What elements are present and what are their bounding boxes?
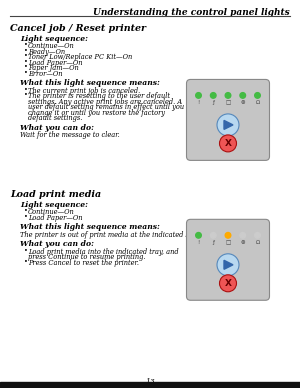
Circle shape bbox=[220, 275, 236, 292]
Text: !: ! bbox=[197, 100, 200, 105]
Text: 13: 13 bbox=[145, 378, 155, 386]
Text: Ω: Ω bbox=[255, 240, 260, 245]
Circle shape bbox=[240, 93, 246, 98]
Bar bbox=[0, 382, 300, 388]
Circle shape bbox=[196, 93, 201, 98]
Circle shape bbox=[240, 232, 246, 238]
Text: ƒ: ƒ bbox=[212, 240, 214, 245]
Text: X: X bbox=[224, 139, 232, 148]
Text: settings. Any active print jobs are canceled. A: settings. Any active print jobs are canc… bbox=[28, 98, 182, 106]
Text: •: • bbox=[24, 59, 28, 65]
Text: •: • bbox=[24, 208, 28, 214]
Text: Continue—On: Continue—On bbox=[28, 208, 75, 217]
Text: Load Paper—On: Load Paper—On bbox=[28, 59, 82, 67]
Text: •: • bbox=[24, 42, 28, 48]
Text: Ω: Ω bbox=[255, 100, 260, 105]
Text: Toner Low/Replace PC Kit—On: Toner Low/Replace PC Kit—On bbox=[28, 54, 132, 61]
Text: What you can do:: What you can do: bbox=[20, 240, 94, 248]
Text: Press Cancel to reset the printer.: Press Cancel to reset the printer. bbox=[28, 259, 139, 267]
Text: ⊗: ⊗ bbox=[240, 100, 245, 105]
Text: •: • bbox=[24, 248, 28, 254]
Circle shape bbox=[217, 114, 239, 136]
Text: What this light sequence means:: What this light sequence means: bbox=[20, 80, 160, 87]
Text: •: • bbox=[24, 64, 28, 71]
Text: Light sequence:: Light sequence: bbox=[20, 35, 88, 43]
Text: Cancel job / Reset printer: Cancel job / Reset printer bbox=[10, 24, 146, 33]
Text: !: ! bbox=[197, 240, 200, 245]
Text: □: □ bbox=[225, 100, 231, 105]
Text: Load print media: Load print media bbox=[10, 190, 101, 199]
Circle shape bbox=[225, 232, 231, 238]
Text: Ready—On: Ready—On bbox=[28, 48, 65, 56]
Polygon shape bbox=[224, 120, 233, 130]
Text: Continue—On: Continue—On bbox=[28, 42, 75, 50]
FancyBboxPatch shape bbox=[187, 80, 269, 160]
Text: X: X bbox=[224, 279, 232, 288]
Text: The printer is resetting to the user default: The printer is resetting to the user def… bbox=[28, 92, 170, 100]
Text: The printer is out of print media at the indicated source.: The printer is out of print media at the… bbox=[20, 231, 210, 239]
Text: •: • bbox=[24, 48, 28, 54]
Text: Paper Jam—On: Paper Jam—On bbox=[28, 64, 79, 73]
Text: Light sequence:: Light sequence: bbox=[20, 201, 88, 209]
Text: user default setting remains in effect until you: user default setting remains in effect u… bbox=[28, 104, 184, 111]
Text: Load Paper—On: Load Paper—On bbox=[28, 214, 82, 222]
Text: Understanding the control panel lights: Understanding the control panel lights bbox=[93, 8, 290, 17]
Circle shape bbox=[255, 232, 260, 238]
Text: change it or until you restore the factory: change it or until you restore the facto… bbox=[28, 109, 165, 117]
Text: •: • bbox=[24, 92, 28, 99]
Text: Wait for the message to clear.: Wait for the message to clear. bbox=[20, 132, 120, 139]
Circle shape bbox=[211, 232, 216, 238]
Text: •: • bbox=[24, 54, 28, 59]
Circle shape bbox=[220, 135, 236, 152]
FancyBboxPatch shape bbox=[187, 219, 269, 300]
Text: ƒ: ƒ bbox=[212, 100, 214, 105]
Text: ⊗: ⊗ bbox=[240, 240, 245, 245]
Circle shape bbox=[225, 93, 231, 98]
Text: •: • bbox=[24, 70, 28, 76]
Text: □: □ bbox=[225, 240, 231, 245]
Polygon shape bbox=[224, 260, 233, 269]
Text: default settings.: default settings. bbox=[28, 114, 82, 122]
Text: •: • bbox=[24, 259, 28, 265]
Text: Error—On: Error—On bbox=[28, 70, 62, 78]
Text: What you can do:: What you can do: bbox=[20, 124, 94, 132]
Text: What this light sequence means:: What this light sequence means: bbox=[20, 223, 160, 231]
Circle shape bbox=[196, 232, 201, 238]
Text: The current print job is canceled.: The current print job is canceled. bbox=[28, 87, 140, 95]
Text: Load print media into the indicated tray, and: Load print media into the indicated tray… bbox=[28, 248, 178, 256]
Text: press Continue to resume printing.: press Continue to resume printing. bbox=[28, 253, 146, 261]
Text: •: • bbox=[24, 214, 28, 220]
Circle shape bbox=[211, 93, 216, 98]
Circle shape bbox=[255, 93, 260, 98]
Text: •: • bbox=[24, 87, 28, 93]
Circle shape bbox=[217, 254, 239, 276]
